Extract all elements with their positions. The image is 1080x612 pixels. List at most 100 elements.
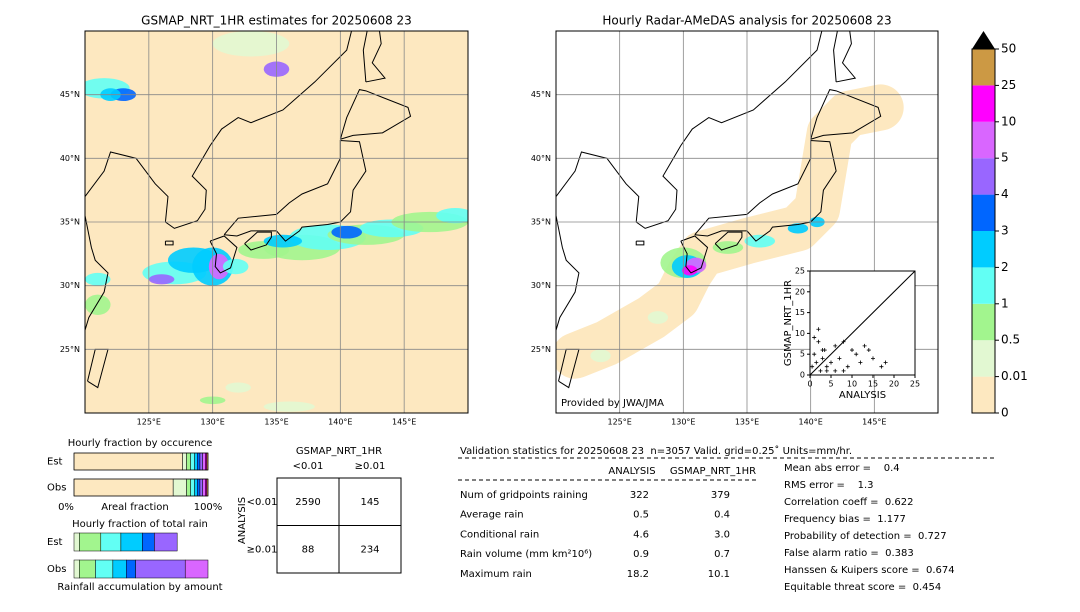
- coastline: [556, 31, 823, 229]
- score: Correlation coeff = 0.622: [784, 497, 914, 508]
- fraction-segment: [190, 478, 195, 497]
- scatter-point: [871, 356, 875, 361]
- fraction-segment: [184, 559, 209, 579]
- scatter-point: [883, 360, 888, 365]
- stats-label: Maximum rain: [460, 569, 532, 580]
- scatter-point: [816, 339, 821, 344]
- scatter-point: [866, 348, 871, 353]
- lon-label: 135°E: [264, 418, 288, 427]
- score: False alarm ratio = 0.383: [784, 548, 914, 559]
- fraction-segment: [120, 532, 143, 552]
- rain-area: [331, 225, 363, 239]
- scatter-point: [862, 343, 867, 348]
- diagonal: [809, 270, 916, 376]
- bar-frame: [73, 452, 209, 471]
- fraction-segment: [194, 478, 198, 497]
- colorbar-swatch: [972, 49, 995, 86]
- rain-area: [85, 272, 111, 286]
- lat-label: 45°N: [60, 90, 80, 99]
- stats-header: ANALYSIS: [608, 466, 655, 477]
- fraction-segment: [154, 532, 178, 552]
- coastline: [556, 215, 580, 331]
- colorbar-swatch: [972, 121, 995, 159]
- fraction-segment: [79, 559, 96, 579]
- stats-label: Num of gridpoints raining: [460, 490, 588, 501]
- table-title: GSMAP_NRT_1HR: [296, 446, 382, 457]
- row-label: Obs: [47, 483, 66, 494]
- coastline: [164, 240, 174, 246]
- coastline: [209, 235, 238, 274]
- scatter-point: [820, 356, 825, 361]
- map-title: GSMAP_NRT_1HR estimates for 20250608 23: [141, 14, 412, 28]
- colorbar-label: 0.01: [1001, 369, 1028, 383]
- colorbar-label: 1: [1001, 296, 1009, 310]
- bar-frame: [73, 478, 209, 497]
- fraction-segment: [95, 559, 114, 579]
- rain-area: [436, 207, 468, 224]
- fraction-segment: [197, 478, 201, 497]
- scatter-point: [812, 335, 817, 340]
- fraction-segment: [194, 452, 198, 471]
- score: Frequency bias = 1.177: [784, 514, 906, 525]
- rain-area: [590, 349, 611, 363]
- lat-label: 30°N: [531, 281, 551, 290]
- stats-value: 0.5: [633, 510, 649, 521]
- scatter-point: [824, 368, 829, 373]
- colorbar-swatch: [972, 158, 995, 195]
- rain-area: [225, 382, 251, 393]
- row-label: Est: [47, 537, 63, 548]
- scatter-point: [833, 368, 838, 373]
- stats-value: 322: [630, 490, 649, 501]
- colorbar-swatch: [972, 376, 995, 413]
- scatter-point: [820, 348, 825, 353]
- lat-label: 35°N: [531, 218, 551, 227]
- colorbar-label: 4: [1001, 187, 1009, 201]
- coastline: [339, 89, 412, 140]
- colorbar-label: 2: [1001, 260, 1009, 274]
- y-tick-label: 25: [795, 267, 805, 276]
- coastline: [85, 31, 353, 229]
- axis-label: Areal fraction: [101, 502, 168, 513]
- score: RMS error = 1.3: [784, 480, 874, 491]
- coastline: [223, 139, 367, 242]
- fraction-title: Hourly fraction by occurence: [68, 438, 212, 449]
- map-frame: [84, 30, 469, 414]
- scatter-point: [850, 348, 854, 353]
- map-frame: [555, 30, 939, 414]
- stats-label: Average rain: [460, 510, 524, 521]
- colorbar-label: 0.5: [1001, 333, 1020, 347]
- lat-label: 30°N: [60, 281, 80, 290]
- coastline: [85, 215, 109, 331]
- lat-label: 40°N: [531, 154, 551, 163]
- scatter-point: [879, 364, 884, 369]
- x-tick-label: 25: [910, 380, 920, 389]
- fraction-segment: [202, 478, 206, 497]
- lat-label: 25°N: [531, 345, 551, 354]
- stats-value: 4.6: [633, 529, 649, 540]
- colorbar-swatch: [972, 85, 995, 122]
- rain-area: [148, 274, 175, 285]
- table-cell: 234: [360, 544, 379, 555]
- coastline: [362, 31, 386, 83]
- rain-area: [744, 234, 776, 248]
- colorbar-swatch: [972, 231, 995, 268]
- stats-value: 0.4: [714, 510, 730, 521]
- lon-label: 135°E: [735, 418, 759, 427]
- fraction-segment: [186, 452, 191, 471]
- y-tick-label: 10: [795, 329, 805, 338]
- colorbar-label: 10: [1001, 114, 1016, 128]
- lon-label: 145°E: [392, 418, 416, 427]
- axis-label: Rainfall accumulation by amount: [57, 582, 222, 593]
- x-axis-label: ANALYSIS: [839, 390, 886, 401]
- lon-label: 125°E: [137, 418, 161, 427]
- fraction-title: Hourly fraction of total rain: [72, 519, 208, 530]
- lon-label: 140°E: [328, 418, 352, 427]
- rain-area: [647, 311, 669, 324]
- fraction-segment: [199, 452, 203, 471]
- stats-label: Conditional rain: [460, 529, 539, 540]
- fraction-segment: [73, 478, 174, 497]
- scatter-point: [833, 343, 838, 348]
- scatter-point: [816, 327, 821, 332]
- lat-label: 45°N: [531, 90, 551, 99]
- fraction-segment: [202, 452, 206, 471]
